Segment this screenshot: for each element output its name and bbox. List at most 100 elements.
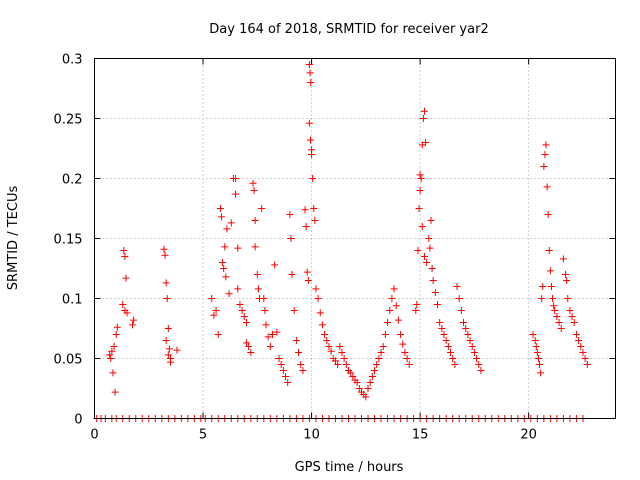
data-point — [392, 302, 400, 310]
data-point — [232, 175, 240, 182]
data-point — [429, 277, 437, 284]
data-point — [277, 361, 285, 368]
data-point — [238, 307, 246, 314]
data-point — [251, 243, 259, 251]
data-point — [540, 163, 548, 170]
data-point — [162, 337, 170, 344]
data-point — [314, 295, 322, 302]
data-point — [112, 331, 120, 338]
data-point — [262, 321, 270, 329]
data-point — [299, 367, 307, 374]
x-tick-label: 15 — [412, 428, 429, 443]
data-point — [422, 139, 430, 146]
data-point — [120, 247, 128, 254]
data-point — [417, 175, 425, 182]
data-point — [470, 349, 478, 356]
data-point — [425, 235, 433, 242]
data-point — [423, 259, 431, 266]
data-point — [173, 346, 181, 354]
axis-ticks: 0 5 10 15 20 0 0.05 0.1 0.15 0.2 0.25 0.3 — [54, 53, 616, 443]
data-point — [566, 307, 574, 314]
data-point — [282, 373, 290, 380]
data-point — [453, 283, 461, 290]
data-point — [547, 283, 555, 290]
data-point — [261, 307, 269, 314]
data-point — [427, 217, 435, 224]
x-tick-label: 0 — [90, 428, 98, 443]
data-point — [279, 367, 287, 374]
data-point — [109, 369, 117, 377]
data-point — [273, 328, 281, 336]
data-point — [529, 331, 537, 338]
data-point — [460, 319, 468, 326]
data-point — [217, 213, 225, 221]
data-point — [234, 285, 242, 293]
data-point — [447, 349, 455, 356]
y-axis-label: SRMTID / TECUs — [6, 186, 21, 291]
data-point — [388, 295, 396, 302]
data-point — [390, 285, 398, 293]
data-point — [240, 313, 248, 320]
y-tick-label: 0.25 — [54, 113, 83, 128]
data-point — [208, 295, 216, 302]
data-point — [318, 321, 326, 329]
data-point — [110, 343, 118, 350]
data-point — [581, 355, 589, 362]
data-point — [373, 361, 381, 368]
data-point — [449, 355, 457, 362]
data-point — [538, 295, 546, 302]
data-point — [164, 325, 172, 332]
data-point — [316, 309, 324, 317]
data-point — [165, 345, 173, 353]
y-tick-label: 0.05 — [54, 353, 83, 368]
data-point — [577, 343, 585, 350]
data-point — [108, 347, 116, 355]
data-point — [162, 279, 170, 287]
data-point — [536, 361, 544, 368]
data-point — [220, 265, 228, 272]
data-point — [242, 319, 250, 326]
data-point — [163, 295, 171, 302]
data-point — [550, 302, 558, 310]
data-point — [160, 245, 168, 253]
data-point — [249, 179, 257, 187]
data-points — [93, 61, 591, 422]
data-point — [541, 151, 549, 158]
data-point — [413, 301, 421, 308]
data-point — [414, 247, 422, 254]
data-point — [438, 325, 446, 332]
data-point — [166, 358, 174, 366]
data-point — [418, 223, 426, 230]
data-point — [107, 355, 115, 362]
data-point — [264, 333, 272, 341]
data-point — [553, 313, 561, 320]
data-point — [323, 337, 331, 344]
data-point — [269, 331, 277, 338]
data-point — [250, 187, 258, 194]
data-point — [327, 347, 335, 355]
data-point — [301, 206, 309, 214]
plot-frame — [94, 58, 616, 419]
data-point — [562, 271, 570, 278]
data-point — [295, 349, 303, 356]
data-point — [338, 349, 346, 356]
data-point — [468, 343, 476, 350]
data-point — [219, 259, 227, 266]
data-point — [106, 351, 114, 359]
data-point — [433, 301, 441, 308]
data-point — [311, 217, 319, 224]
data-point — [545, 247, 553, 254]
data-point — [368, 373, 376, 380]
x-axis-label: GPS time / hours — [295, 460, 404, 475]
data-point — [559, 255, 567, 263]
data-point — [251, 217, 259, 224]
data-point — [475, 361, 483, 368]
data-point — [236, 301, 244, 308]
data-point — [366, 379, 374, 386]
data-point — [416, 187, 424, 194]
data-point — [331, 357, 339, 365]
data-point — [340, 355, 348, 362]
data-point — [321, 331, 329, 338]
data-point — [355, 385, 363, 392]
data-point — [570, 319, 578, 326]
